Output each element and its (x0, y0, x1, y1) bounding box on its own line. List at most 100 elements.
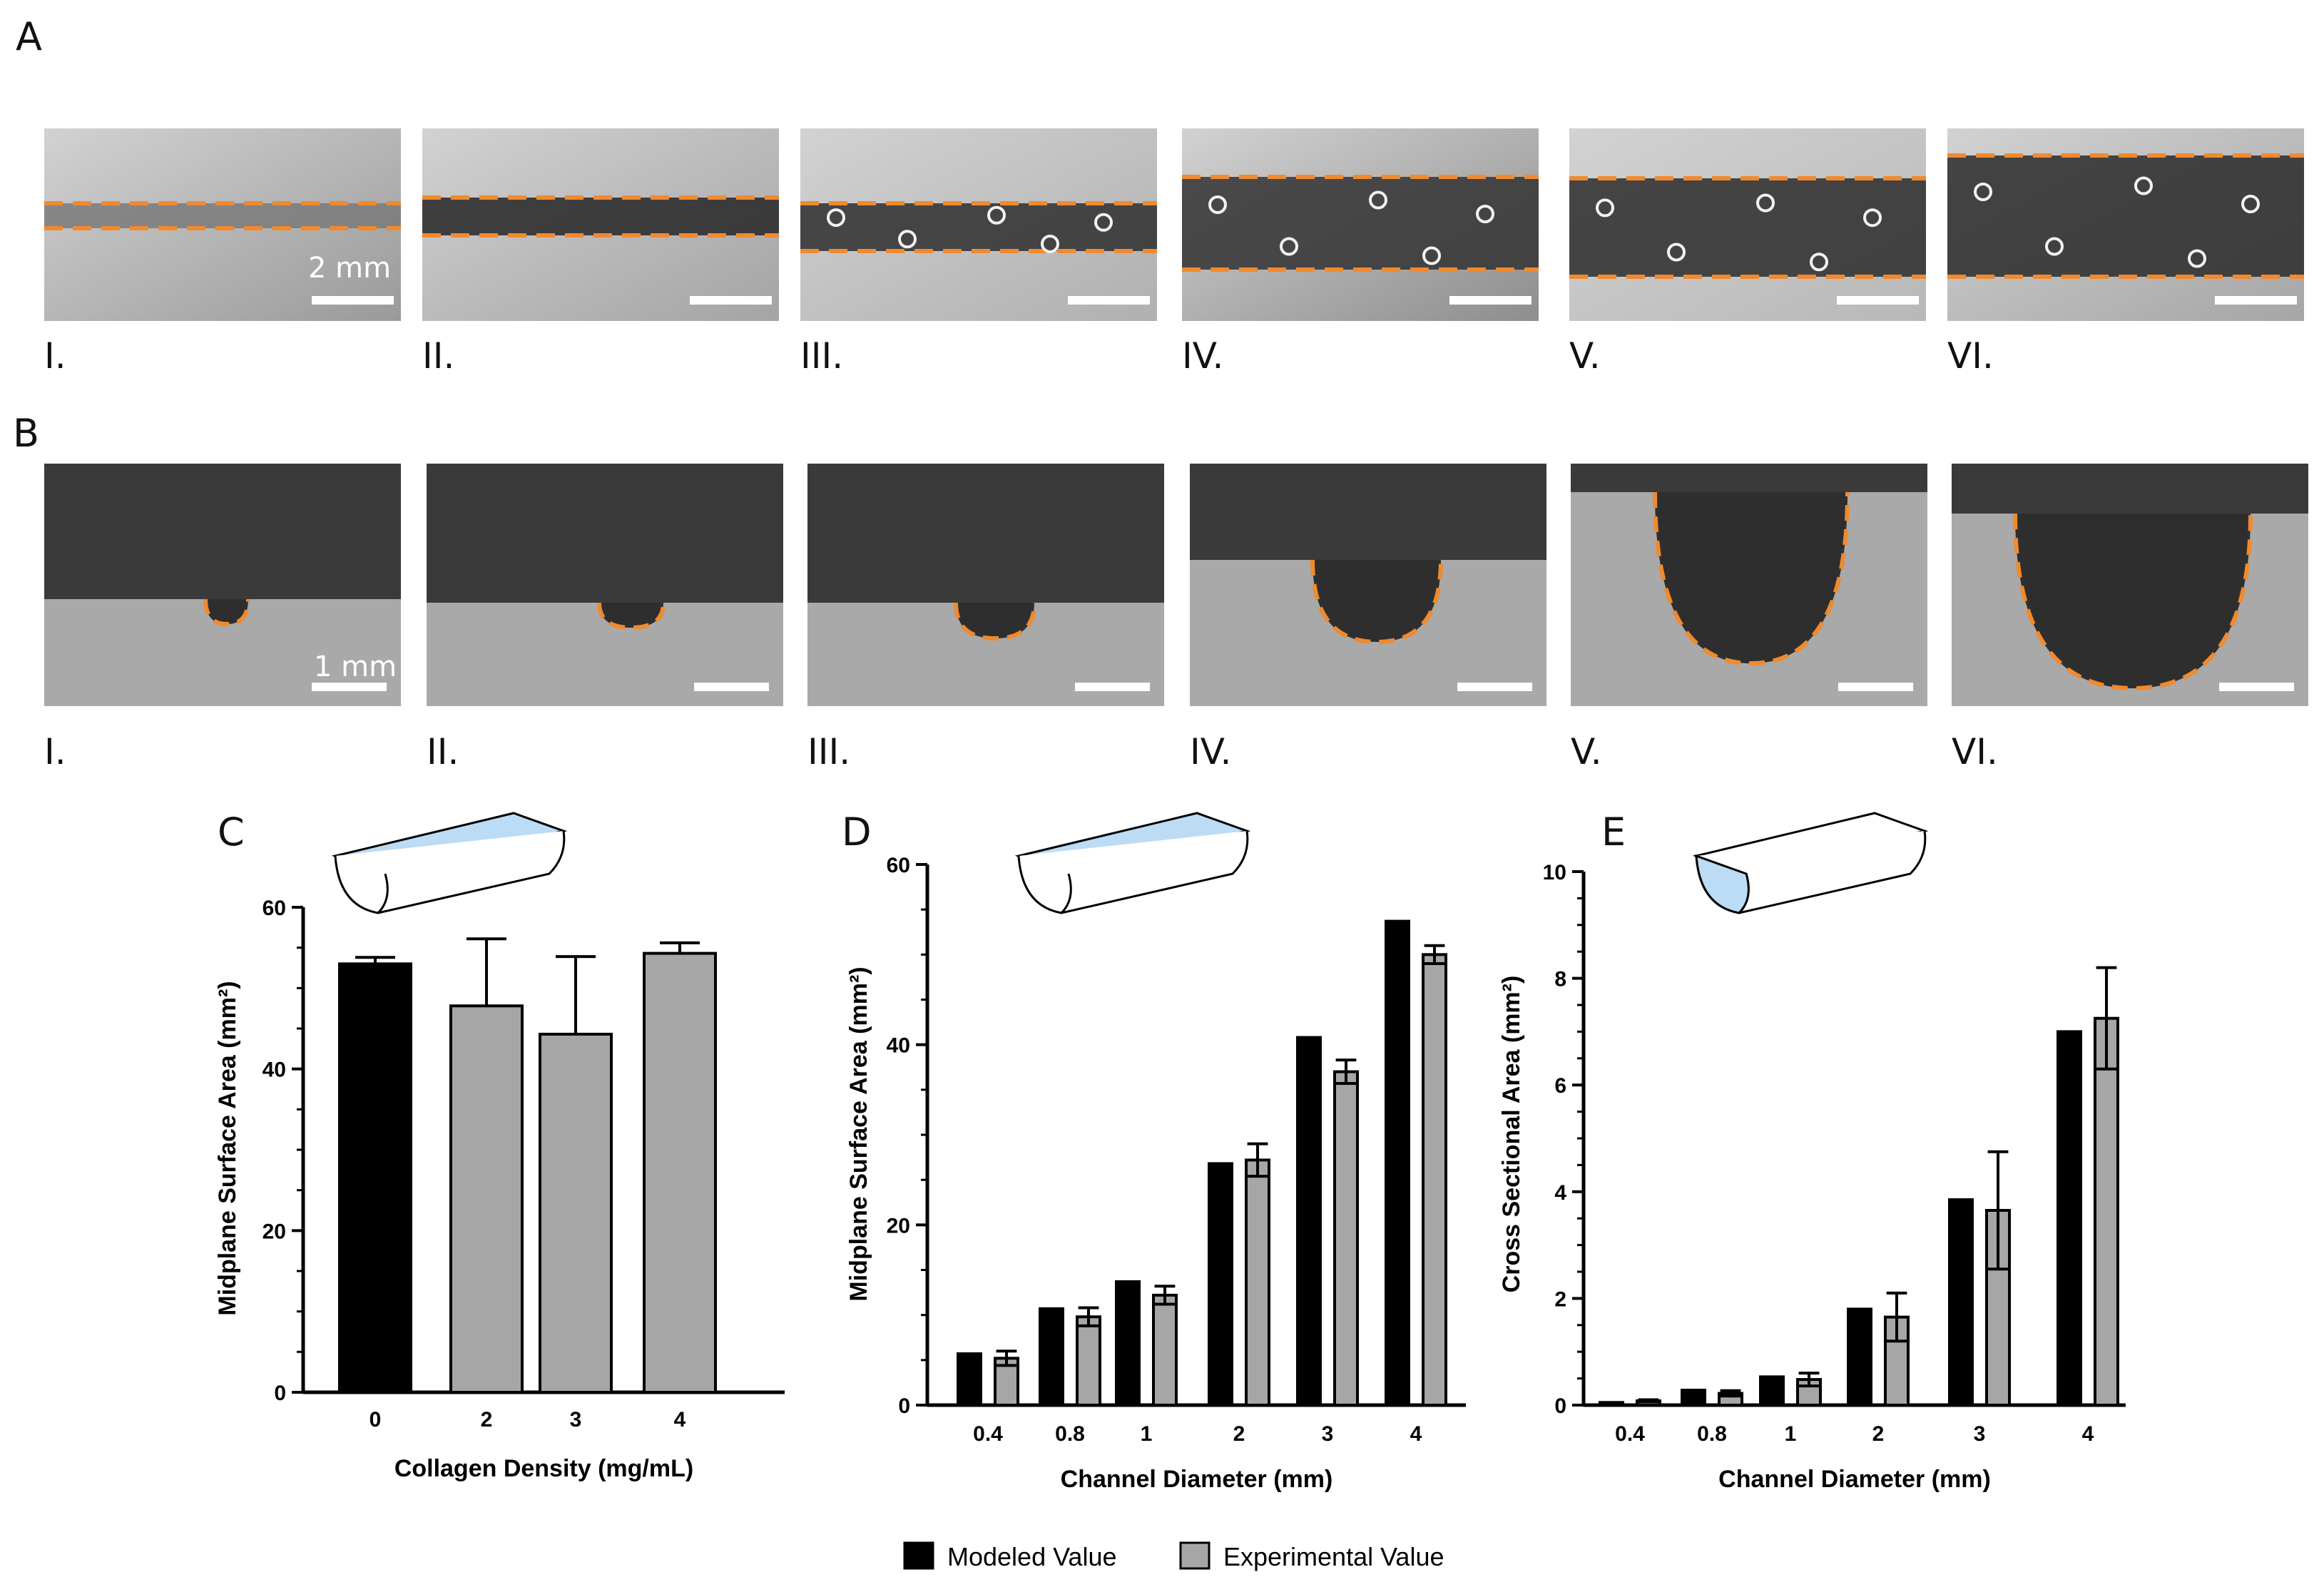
y-tick-label: 40 (887, 1034, 910, 1058)
chart-e: 0 2 4 6 8 10 0.4 0.8 1 2 3 4 Channel Diameter (mm) Cr… (1498, 861, 2126, 1493)
scale-label-a: 2 mm (308, 252, 392, 285)
x-tick-label: 0.8 (1055, 1422, 1085, 1446)
x-tick-label: 3 (1974, 1422, 1986, 1446)
panel-label-b: B (13, 411, 40, 456)
scale-bar-b-1 (312, 683, 387, 691)
x-tick-label: 2 (1233, 1422, 1245, 1446)
x-tick-label: 2 (481, 1408, 493, 1432)
scale-bar-a-1 (312, 296, 394, 305)
scale-bar-a-6 (2215, 296, 2297, 305)
channel-schematic (331, 812, 568, 914)
micrograph-a-1 (44, 128, 401, 321)
label-b-5: V. (1571, 731, 1602, 772)
bar-modeled (338, 962, 412, 1394)
legend-label-experimental: Experimental Value (1223, 1542, 1444, 1571)
scale-bar-a-5 (1837, 296, 1919, 305)
x-tick-label: 0.8 (1697, 1422, 1727, 1446)
chart-d: 0 20 40 60 0.4 0.8 1 2 3 4 Channel Diameter (mm) Mi… (845, 854, 1466, 1493)
scale-bar-b-2 (694, 683, 769, 691)
label-b-1: I. (44, 731, 66, 772)
panel-label-a: A (16, 14, 42, 59)
bar-modeled (1039, 1307, 1064, 1407)
y-tick-label: 40 (263, 1058, 286, 1082)
channel-schematic (1692, 812, 1929, 914)
label-b-6: VI. (1952, 731, 1998, 772)
y-tick-label: 20 (263, 1220, 286, 1243)
bar-modeled (1847, 1307, 1872, 1407)
bar-modeled (1599, 1401, 1624, 1407)
micrograph-b-4 (1190, 464, 1546, 706)
y-tick-label: 0 (1554, 1394, 1566, 1418)
bar-experimental (2094, 1016, 2119, 1407)
panel-label-d: D (842, 810, 872, 854)
x-tick-label: 1 (1785, 1422, 1797, 1446)
label-b-4: IV. (1190, 731, 1232, 772)
x-tick-label: 0 (370, 1408, 382, 1432)
bar-modeled (1208, 1162, 1233, 1407)
label-a-3: III. (800, 335, 844, 377)
panel-label-e: E (1601, 810, 1626, 854)
y-tick-label: 0 (898, 1394, 910, 1418)
bar-modeled (1759, 1375, 1785, 1407)
micrograph-b-5 (1571, 464, 1927, 706)
y-tick-label: 60 (887, 854, 910, 877)
legend-label-modeled: Modeled Value (947, 1542, 1117, 1571)
x-tick-label: 0.4 (973, 1422, 1003, 1446)
scale-bar-b-3 (1075, 683, 1150, 691)
label-a-2: II. (422, 335, 455, 377)
x-tick-label: 3 (1322, 1422, 1334, 1446)
y-axis-label: Midplane Surface Area (mm²) (845, 966, 872, 1301)
bar-modeled (1385, 919, 1410, 1407)
x-tick-label: 2 (1872, 1422, 1885, 1446)
bar-experimental (1245, 1158, 1270, 1407)
bar-experimental (1333, 1070, 1359, 1407)
x-tick-label: 4 (1410, 1422, 1422, 1446)
bar-experimental (1076, 1315, 1101, 1407)
bar-experimental (1152, 1293, 1178, 1407)
y-tick-label: 60 (263, 897, 286, 920)
micrograph-a-3 (800, 128, 1157, 321)
x-tick-label: 4 (2082, 1422, 2094, 1446)
scale-label-b: 1 mm (314, 650, 397, 683)
bar-modeled (2057, 1030, 2082, 1407)
bar-modeled (1296, 1036, 1322, 1407)
label-a-4: IV. (1182, 335, 1224, 377)
chart-c: 0 20 40 60 0 2 3 4 Collagen Density (mg/mL) Midpl… (214, 897, 785, 1482)
micrograph-a-5 (1569, 128, 1926, 321)
x-tick-label: 3 (570, 1408, 582, 1432)
micrograph-a-6 (1947, 128, 2304, 321)
panel-label-c: C (218, 810, 245, 854)
y-tick-label: 20 (887, 1214, 910, 1238)
scale-bar-a-2 (690, 296, 772, 305)
scale-bar-b-4 (1457, 683, 1532, 691)
y-tick-label: 10 (1543, 861, 1566, 884)
bar-modeled (1681, 1389, 1706, 1407)
x-axis-label: Channel Diameter (mm) (1061, 1466, 1333, 1493)
channel-schematic (1014, 812, 1251, 914)
scale-bar-a-4 (1449, 296, 1532, 305)
label-b-3: III. (807, 731, 851, 772)
legend-swatch-modeled (903, 1541, 934, 1570)
y-tick-label: 6 (1554, 1074, 1566, 1098)
y-axis-label: Midplane Surface Area (mm²) (214, 981, 241, 1315)
label-a-5: V. (1569, 335, 1601, 377)
scale-bar-b-6 (2219, 683, 2294, 691)
bar-modeled (957, 1352, 982, 1407)
x-axis-label: Channel Diameter (mm) (1718, 1466, 1991, 1493)
bar-experimental (449, 1004, 524, 1394)
micrograph-b-6 (1952, 464, 2308, 706)
x-tick-label: 0.4 (1615, 1422, 1645, 1446)
label-a-6: VI. (1947, 335, 1994, 377)
bar-experimental (1422, 953, 1447, 1407)
y-tick-label: 2 (1554, 1287, 1566, 1311)
x-tick-label: 4 (674, 1408, 686, 1432)
label-b-2: II. (427, 731, 459, 772)
bar-experimental (539, 1032, 613, 1394)
micrograph-a-2 (422, 128, 779, 321)
x-tick-label: 1 (1141, 1422, 1153, 1446)
y-tick-label: 8 (1554, 968, 1566, 991)
scale-bar-a-3 (1068, 296, 1150, 305)
y-tick-label: 4 (1554, 1181, 1566, 1205)
bar-modeled (1115, 1280, 1141, 1407)
